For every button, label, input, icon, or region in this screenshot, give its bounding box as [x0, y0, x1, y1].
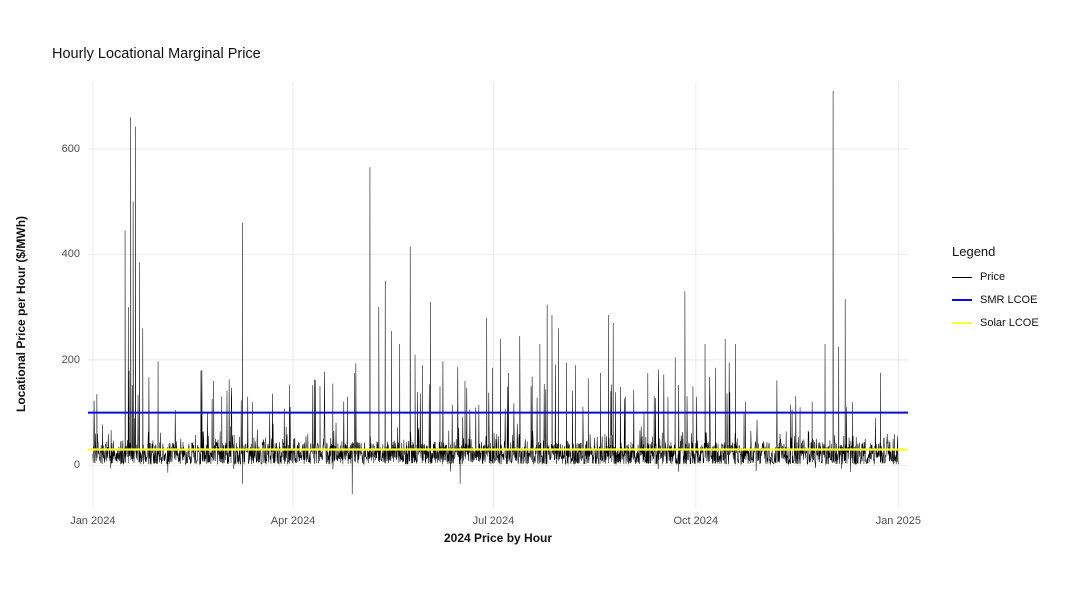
y-tick-label: 400	[61, 248, 80, 261]
legend-entries: Price SMR LCOE Solar LCOE	[952, 271, 1039, 329]
x-tick-label: Jan 2025	[875, 515, 921, 527]
legend-entry-label: Solar LCOE	[980, 317, 1039, 329]
y-tick-label: 0	[73, 459, 80, 472]
x-tick-label: Apr 2024	[270, 515, 316, 527]
legend: Legend Price SMR LCOE Solar LCOE	[952, 244, 1039, 340]
legend-entry-label: Price	[980, 271, 1006, 283]
legend-title: Legend	[952, 244, 996, 259]
y-tick-label: 200	[61, 353, 80, 366]
legend-line-swatch-icon	[952, 322, 972, 324]
legend-entry: Price	[952, 271, 1039, 283]
legend-line-swatch-icon	[952, 299, 972, 301]
chart-title: Hourly Locational Marginal Price	[52, 46, 261, 62]
plot-panel	[88, 82, 908, 508]
x-axis-label: 2024 Price by Hour	[443, 531, 553, 545]
price-series-line	[92, 90, 899, 495]
x-tick-label: Jan 2024	[70, 515, 116, 527]
legend-entry: Solar LCOE	[952, 317, 1039, 329]
x-tick-label: Jul 2024	[472, 515, 515, 527]
legend-entry-label: SMR LCOE	[980, 294, 1038, 306]
legend-entry: SMR LCOE	[952, 294, 1039, 306]
y-axis-label: Locational Price per Hour ($/MWh)	[14, 215, 28, 412]
legend-line-swatch-icon	[952, 276, 972, 278]
y-tick-label: 600	[61, 142, 80, 155]
x-tick-label: Oct 2024	[673, 515, 719, 527]
